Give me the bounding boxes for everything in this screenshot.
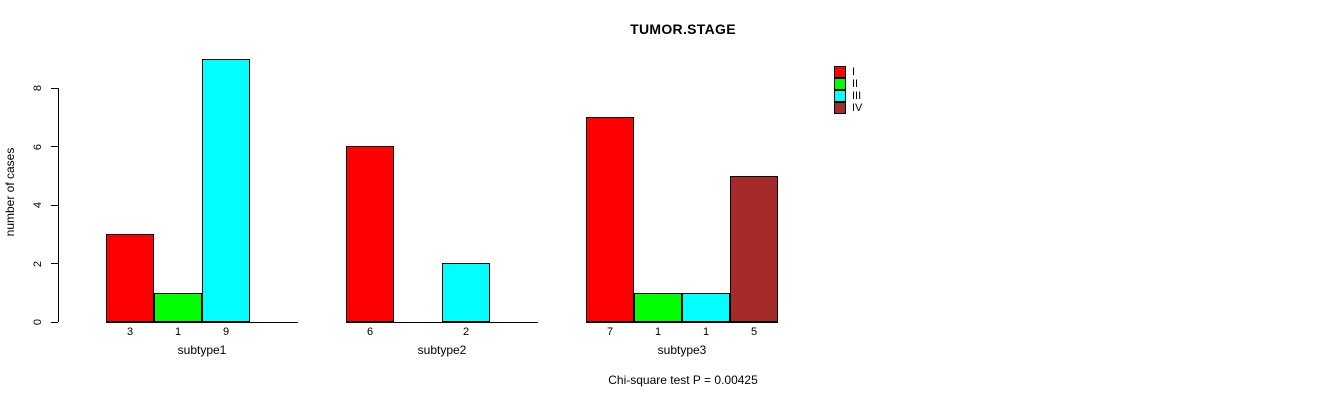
legend-entry-II: II [834,78,862,90]
group-baseline [106,322,298,323]
y-axis-tick [51,263,58,264]
chart-title: TUMOR.STAGE [630,21,736,37]
bar-value-label: 9 [222,326,230,338]
legend-entry-III: III [834,90,862,102]
bar-subtype2-I [346,146,394,322]
bar-subtype2-III [442,263,490,322]
bar-subtype3-II [634,293,682,322]
group-label-subtype1: subtype1 [177,343,227,357]
legend-label-II: II [852,78,859,90]
y-axis-tick-label: 2 [32,260,44,267]
bar-subtype1-II [154,293,202,322]
group-label-subtype2: subtype2 [417,343,467,357]
legend-swatch-I [834,66,846,78]
y-axis-label: number of cases [3,147,17,237]
bar-value-label: 7 [606,326,614,338]
legend-label-IV: IV [852,102,863,114]
group-label-subtype3: subtype3 [657,343,707,357]
legend-entry-IV: IV [834,102,862,114]
y-axis-tick-label: 0 [32,318,44,326]
legend: I II III IV [834,66,862,114]
bar-subtype1-III [202,59,250,322]
legend-swatch-III [834,90,846,102]
y-axis-tick [51,321,58,323]
bar-subtype3-IV [730,176,778,322]
legend-label-I: I [852,66,856,78]
bar-subtype3-III [682,293,730,322]
bar-value-label: 1 [654,326,662,338]
bar-value-label: 1 [702,326,710,338]
group-baseline [346,322,538,323]
y-axis-tick-label: 8 [32,84,44,92]
y-axis-tick-label: 4 [32,201,44,209]
bar-subtype1-I [106,234,154,322]
y-axis-tick [51,146,58,147]
y-axis-tick-label: 6 [32,143,44,150]
legend-entry-I: I [834,66,862,78]
bar-value-label: 2 [462,326,470,338]
bar-subtype3-I [586,117,634,322]
legend-swatch-IV [834,102,846,114]
bar-value-label: 6 [366,326,374,338]
y-axis-tick [51,204,58,206]
chi-square-note: Chi-square test P = 0.00425 [608,373,758,387]
bar-value-label: 3 [126,326,134,338]
group-baseline [586,322,778,323]
legend-label-III: III [852,90,862,102]
bar-value-label: 5 [750,326,758,338]
y-axis-line [58,88,59,322]
legend-swatch-II [834,78,846,90]
y-axis-tick [51,87,58,89]
bar-value-label: 1 [174,326,182,338]
